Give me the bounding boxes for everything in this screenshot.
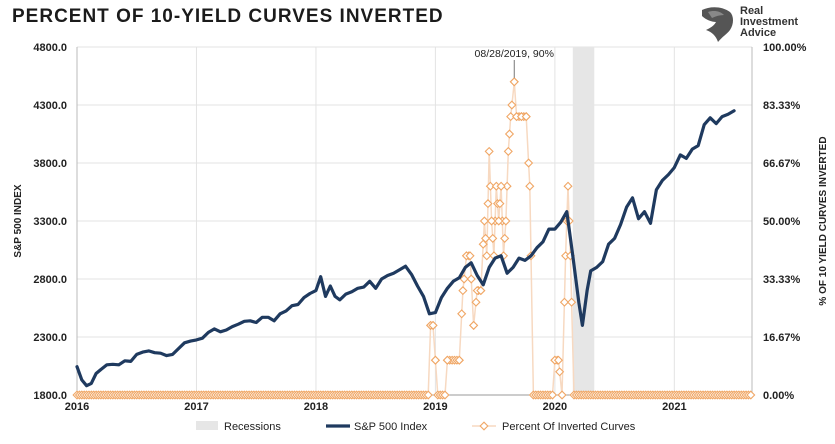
inverted-marker (496, 181, 506, 191)
series-inverted-curves (72, 77, 756, 400)
brand-line-3: Advice (740, 27, 777, 39)
inverted-marker (423, 390, 433, 400)
y-tick-label-right: 16.67% (763, 332, 801, 344)
legend-label-inverted: Percent Of Inverted Curves (502, 421, 636, 433)
x-tick-label: 2019 (423, 401, 447, 413)
annotation-label: 08/28/2019, 90% (475, 48, 554, 60)
y-tick-label-left: 3300.0 (33, 216, 67, 228)
brand-line-2: Investment (740, 16, 799, 28)
y-tick-label-left: 4300.0 (33, 100, 67, 112)
inverted-marker (524, 158, 534, 168)
inverted-marker (507, 100, 517, 110)
inverted-marker (553, 355, 564, 365)
inverted-marker (500, 233, 510, 243)
y-tick-label-left: 2800.0 (33, 274, 67, 286)
y-tick-label-left: 1800.0 (33, 390, 67, 402)
inverted-marker (454, 355, 464, 365)
y-tick-label-left: 2300.0 (33, 332, 67, 344)
x-tick-label: 2021 (662, 401, 686, 413)
inverted-marker (559, 297, 570, 307)
brand-line-1: Real (740, 5, 764, 17)
inverted-marker (471, 297, 481, 307)
inverted-marker (521, 112, 531, 122)
legend-label-sp500: S&P 500 Index (354, 421, 428, 433)
inverted-marker (547, 390, 558, 400)
eagle-head-icon (702, 7, 733, 42)
inverted-marker (479, 216, 489, 226)
inverted-marker (495, 199, 505, 209)
y-tick-label-right: 83.33% (763, 100, 801, 112)
legend: Recessions S&P 500 Index Percent Of Invert… (196, 421, 636, 433)
inverted-marker (458, 286, 468, 296)
inverted-marker (501, 216, 511, 226)
inverted-marker (504, 129, 515, 139)
inverted-marker (563, 181, 573, 191)
y-axis-title-right: % OF 10 YIELD CURVES INVERTED (818, 136, 829, 305)
inverted-marker (440, 390, 450, 400)
inverted-marker (465, 251, 475, 261)
legend-label-recessions: Recessions (224, 421, 281, 433)
y-tick-label-left: 4800.0 (33, 42, 67, 54)
x-tick-label: 2018 (304, 401, 328, 413)
brand-logo: Real Investment Advice (740, 6, 798, 39)
inverted-marker (466, 274, 476, 284)
inverted-marker (488, 233, 498, 243)
inverted-marker (555, 367, 565, 377)
inverted-marker (525, 181, 535, 191)
y-tick-label-right: 100.00% (763, 42, 807, 54)
inverted-marker (428, 320, 438, 330)
x-tick-label: 2017 (184, 401, 208, 413)
inverted-marker (503, 146, 513, 156)
left-axis: 4800.0 4300.0 3800.0 3300.0 2800.0 2300.0 1800… (33, 42, 78, 402)
inverted-marker (476, 286, 486, 296)
recession-band (572, 47, 595, 395)
inverted-marker (567, 297, 577, 307)
inverted-marker (430, 355, 440, 365)
inverted-marker (481, 233, 491, 243)
x-tick-label: 2020 (543, 401, 567, 413)
inverted-marker (483, 199, 493, 209)
x-tick-label: 2016 (65, 401, 89, 413)
inverted-marker (469, 320, 479, 330)
inverted-marker (502, 181, 512, 191)
annotation: 08/28/2019, 90% (475, 48, 554, 78)
inverted-marker (478, 239, 488, 249)
y-tick-label-right: 33.33% (763, 274, 801, 286)
chart-title: PERCENT OF 10-YIELD CURVES INVERTED (12, 6, 444, 27)
y-tick-label-right: 0.00% (763, 390, 794, 402)
legend-swatch-inverted-marker (479, 421, 489, 431)
y-tick-label-right: 50.00% (763, 216, 801, 228)
inverted-marker (494, 216, 504, 226)
recession-bands (572, 47, 595, 395)
inverted-marker (509, 77, 519, 87)
right-axis: 100.00% 83.33% 66.67% 50.00% 33.33% 16.67% 0.0… (751, 42, 807, 402)
y-tick-label-right: 66.67% (763, 158, 801, 170)
inverted-marker (485, 181, 495, 191)
y-tick-label-left: 3800.0 (33, 158, 67, 170)
y-axis-title-left: S&P 500 INDEX (13, 184, 24, 258)
inverted-marker (442, 355, 452, 365)
inverted-marker (486, 216, 497, 226)
inverted-marker (459, 274, 469, 284)
inverted-marker (482, 251, 492, 261)
legend-swatch-recessions (196, 421, 218, 430)
inverted-marker (484, 146, 494, 156)
inverted-marker (557, 390, 567, 400)
series-sp500 (75, 109, 736, 388)
inverted-marker (457, 309, 467, 319)
inverted-marker (506, 112, 516, 122)
inverted-marker (746, 390, 756, 400)
sp500-line (75, 109, 736, 388)
